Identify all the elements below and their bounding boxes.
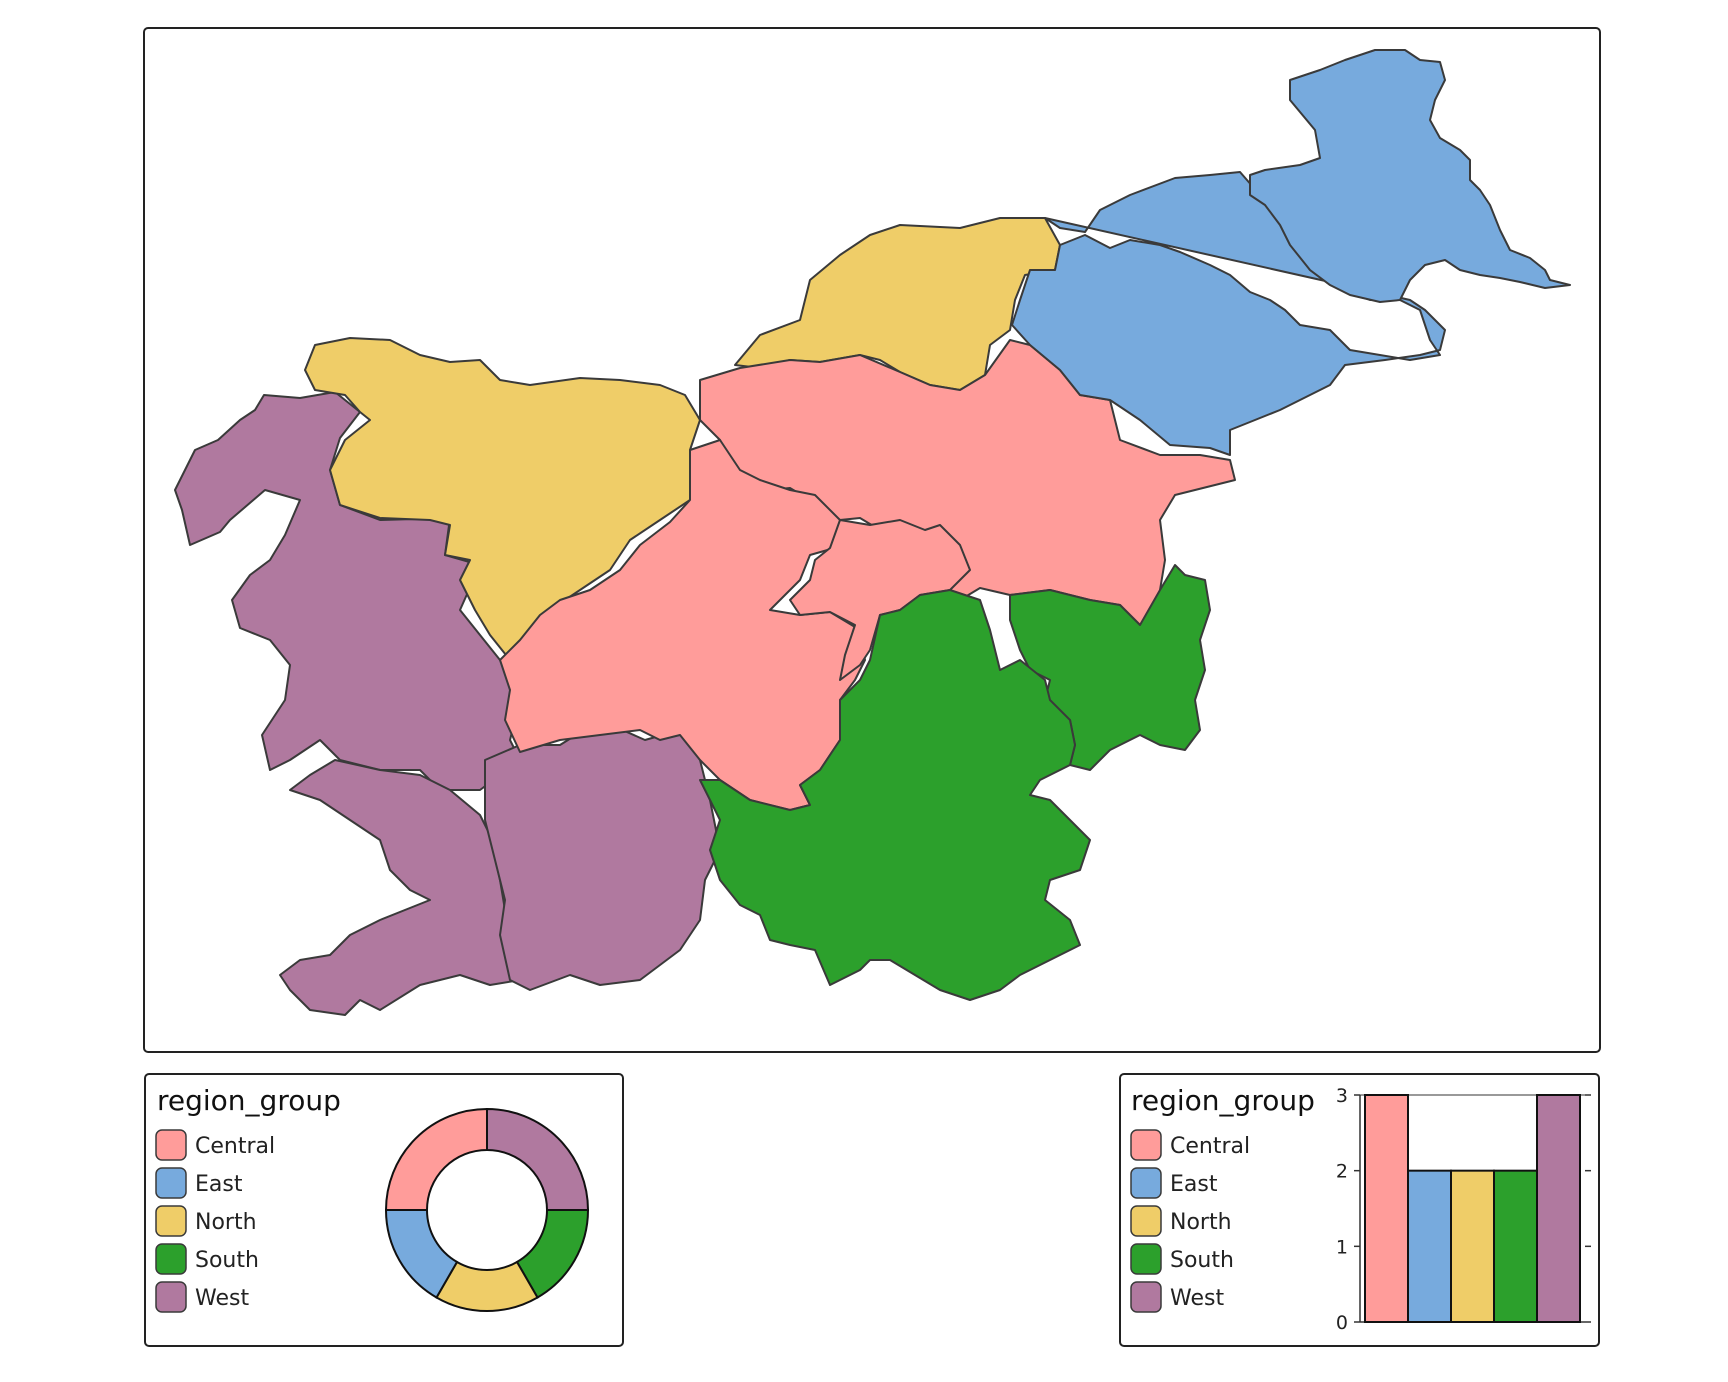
bar-east [1407, 1169, 1452, 1323]
legend-label-north: North [195, 1210, 257, 1235]
legend-label-central: Central [195, 1134, 275, 1159]
legend-swatch-south [155, 1243, 187, 1275]
legend-label-south: South [1170, 1248, 1234, 1273]
map-regions [174, 49, 1571, 1016]
bar-south [1493, 1169, 1538, 1323]
legend-right-panel: region_group Central East North South West 0… [1119, 1073, 1600, 1347]
legend-swatch-west [1130, 1281, 1162, 1313]
bar-ytick-label: 3 [1336, 1085, 1348, 1107]
legend-label-central: Central [1170, 1134, 1250, 1159]
region-south-dolenjska[interactable] [699, 589, 1091, 1001]
legend-swatch-central [155, 1129, 187, 1161]
region-east-pomurska[interactable] [1249, 49, 1571, 303]
legend-swatch-east [155, 1167, 187, 1199]
legend-swatch-north [1130, 1205, 1162, 1237]
region-central-zasavska[interactable] [789, 519, 971, 681]
legend-swatch-west [155, 1281, 187, 1313]
legend-swatch-north [155, 1205, 187, 1237]
bar-north [1450, 1169, 1495, 1323]
bar-ytick-label: 2 [1336, 1161, 1348, 1183]
legend-right-title: region_group [1131, 1084, 1315, 1117]
legend-label-west: West [1170, 1286, 1224, 1311]
legend-left-panel: region_group Central East North South West [144, 1073, 624, 1347]
legend-label-north: North [1170, 1210, 1232, 1235]
bar-chart: 0 1 2 3 [1336, 1085, 1591, 1334]
legend-swatch-east [1130, 1167, 1162, 1199]
legend-swatch-central [1130, 1129, 1162, 1161]
legend-swatch-south [1130, 1243, 1162, 1275]
bar-west [1536, 1094, 1581, 1323]
bar-ytick-label: 0 [1336, 1312, 1348, 1334]
donut-chart [384, 1107, 590, 1312]
legend-right-items: Central East North South West [1130, 1129, 1250, 1313]
legend-left-items: Central East North South West [155, 1129, 275, 1313]
legend-label-south: South [195, 1248, 259, 1273]
legend-left-title: region_group [157, 1084, 341, 1117]
bar-ytick-label: 1 [1336, 1236, 1348, 1258]
legend-label-east: East [195, 1172, 243, 1197]
bar-central [1364, 1094, 1409, 1323]
legend-label-east: East [1170, 1172, 1218, 1197]
donut-slice-central [384, 1107, 488, 1211]
legend-label-west: West [195, 1286, 249, 1311]
